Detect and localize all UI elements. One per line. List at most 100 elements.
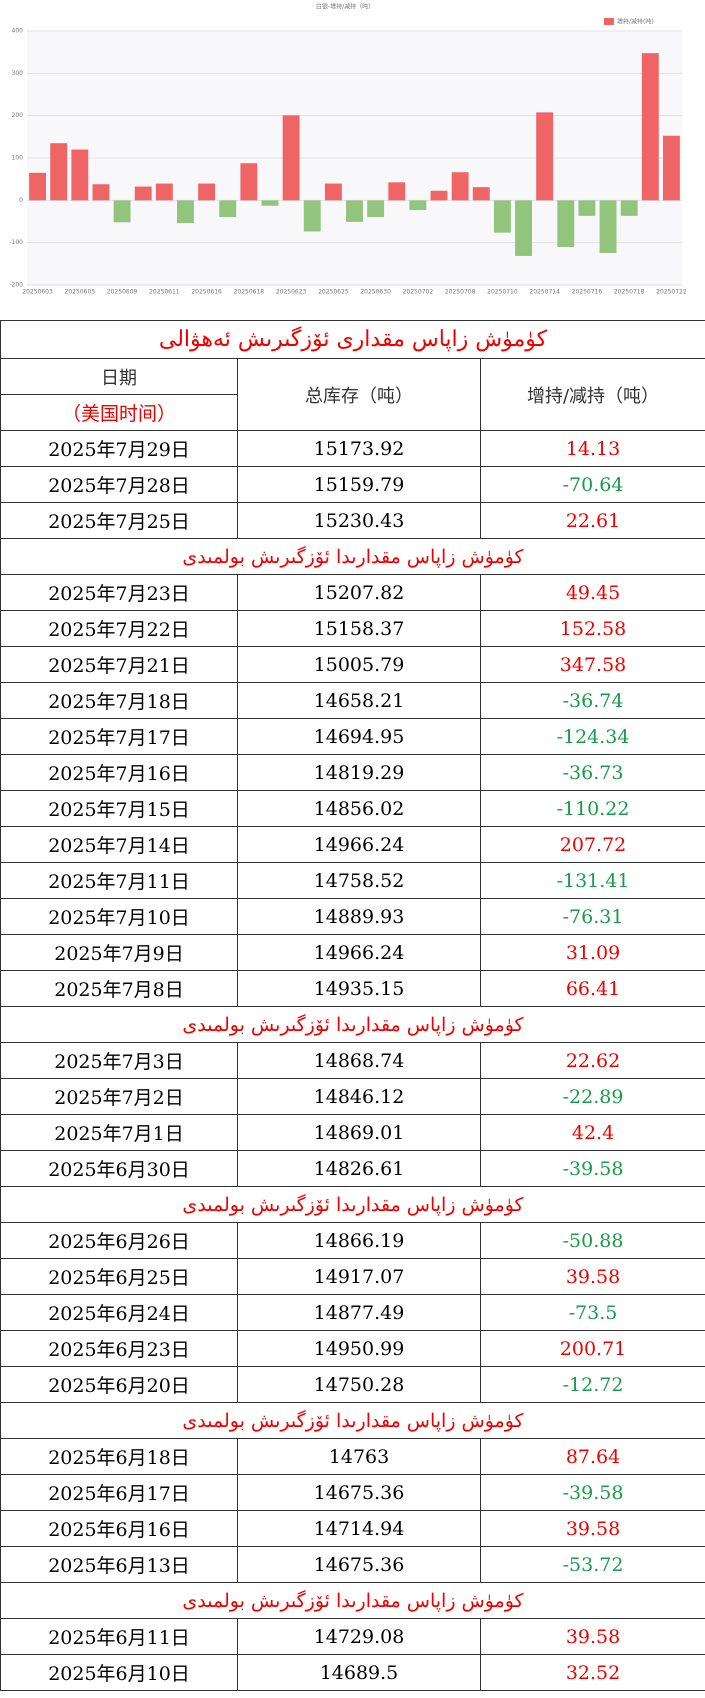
date-cell: 2025年7月11日 xyxy=(0,862,238,899)
table-row: 2025年7月28日 15159.79 -70.64 xyxy=(0,466,705,503)
table-row: 2025年7月17日 14694.95 -124.34 xyxy=(0,718,705,755)
x-tick-label: 20250630 xyxy=(360,289,391,296)
date-cell: 2025年6月30日 xyxy=(0,1150,238,1187)
table-row: 2025年7月22日 15158.37 152.58 xyxy=(0,610,705,647)
bar xyxy=(557,200,575,247)
date-cell: 2025年7月15日 xyxy=(0,790,238,827)
change-cell: 22.62 xyxy=(479,1042,705,1079)
total-cell: 15158.37 xyxy=(237,610,481,647)
table-row: 2025年6月20日 14750.28 -12.72 xyxy=(0,1366,705,1403)
table-row: 2025年7月16日 14819.29 -36.73 xyxy=(0,754,705,791)
bar xyxy=(261,200,279,206)
total-cell: 14763 xyxy=(237,1438,481,1475)
x-tick-label: 20250611 xyxy=(149,289,180,296)
x-tick-label: 20250625 xyxy=(318,289,349,296)
table-row: كۈمۈش زاپاس مقدارىدا ئۆزگىرىش بولمىدى xyxy=(0,1006,705,1043)
date-cell: 2025年6月16日 xyxy=(0,1510,238,1547)
legend-label: 增持/减持(吨) xyxy=(617,18,654,26)
change-cell: -70.64 xyxy=(479,466,705,503)
total-cell: 14750.28 xyxy=(237,1366,481,1403)
date-cell: 2025年6月18日 xyxy=(0,1438,238,1475)
date-cell: 2025年7月9日 xyxy=(0,934,238,971)
change-cell: -73.5 xyxy=(479,1294,705,1331)
table-row: 2025年7月21日 15005.79 347.58 xyxy=(0,646,705,683)
date-cell: 2025年7月25日 xyxy=(0,502,238,539)
table-row: 2025年7月25日 15230.43 22.61 xyxy=(0,502,705,539)
total-cell: 14868.74 xyxy=(237,1042,481,1079)
bar xyxy=(536,112,554,201)
change-cell: -36.74 xyxy=(479,682,705,719)
change-cell: -110.22 xyxy=(479,790,705,827)
y-tick-label: 100 xyxy=(12,155,24,162)
date-cell: 2025年7月18日 xyxy=(0,682,238,719)
x-tick-label: 20250616 xyxy=(191,289,222,296)
y-tick-label: -100 xyxy=(9,239,23,246)
total-cell: 14966.24 xyxy=(237,934,481,971)
total-cell: 14877.49 xyxy=(237,1294,481,1331)
change-cell: 39.58 xyxy=(479,1258,705,1295)
total-cell: 14729.08 xyxy=(237,1618,481,1655)
table-row: 2025年7月9日 14966.24 31.09 xyxy=(0,934,705,971)
total-cell: 14866.19 xyxy=(237,1222,481,1259)
change-cell: -22.89 xyxy=(479,1078,705,1115)
change-cell: -124.34 xyxy=(479,718,705,755)
table-row: 2025年7月23日 15207.82 49.45 xyxy=(0,574,705,611)
date-cell: 2025年6月23日 xyxy=(0,1330,238,1367)
table-row: 2025年7月3日 14868.74 22.62 xyxy=(0,1042,705,1079)
change-cell: 87.64 xyxy=(479,1438,705,1475)
total-cell: 14675.36 xyxy=(237,1474,481,1511)
total-cell: 14819.29 xyxy=(237,754,481,791)
y-tick-label: 400 xyxy=(12,28,24,35)
total-cell: 14758.52 xyxy=(237,862,481,899)
table-row: 2025年6月26日 14866.19 -50.88 xyxy=(0,1222,705,1259)
change-cell: 66.41 xyxy=(479,970,705,1007)
change-cell: -131.41 xyxy=(479,862,705,899)
bar xyxy=(303,200,321,232)
x-tick-label: 20250609 xyxy=(107,289,138,296)
bar xyxy=(155,183,173,201)
table-row: 2025年7月10日 14889.93 -76.31 xyxy=(0,898,705,935)
change-cell: 39.58 xyxy=(479,1618,705,1655)
change-cell: 42.4 xyxy=(479,1114,705,1151)
bar xyxy=(599,200,617,253)
table-row: 2025年7月15日 14856.02 -110.22 xyxy=(0,790,705,827)
bar xyxy=(71,149,89,201)
change-cell: 39.58 xyxy=(479,1510,705,1547)
table-row: كۈمۈش زاپاس مقدارىدا ئۆزگىرىش بولمىدى xyxy=(0,1402,705,1439)
bar xyxy=(50,143,68,201)
bar xyxy=(430,190,448,201)
header-date-note: （美国时间） xyxy=(0,394,238,431)
bar xyxy=(472,187,490,201)
total-cell: 14917.07 xyxy=(237,1258,481,1295)
total-cell: 14714.94 xyxy=(237,1510,481,1547)
bar xyxy=(451,172,469,201)
x-tick-label: 20250714 xyxy=(529,289,560,296)
x-tick-label: 20250710 xyxy=(487,289,518,296)
change-cell: -36.73 xyxy=(479,754,705,791)
change-cell: -53.72 xyxy=(479,1546,705,1583)
table-row: 2025年6月13日 14675.36 -53.72 xyxy=(0,1546,705,1583)
bar xyxy=(134,186,152,201)
change-cell: 32.52 xyxy=(479,1654,705,1691)
date-cell: 2025年6月10日 xyxy=(0,1654,238,1691)
bar xyxy=(388,182,406,201)
bar xyxy=(620,200,638,216)
header-date: 日期 xyxy=(0,358,238,395)
x-tick-label: 20250718 xyxy=(614,289,645,296)
x-tick-label: 20250603 xyxy=(22,289,53,296)
x-tick-label: 20250618 xyxy=(234,289,265,296)
table-body: كۈمۈش زاپاس مقدارى ئۆزگىرىش ئەھۋالى 日期 总… xyxy=(0,320,705,1691)
total-cell: 15207.82 xyxy=(237,574,481,611)
total-cell: 14869.01 xyxy=(237,1114,481,1151)
total-cell: 14935.15 xyxy=(237,970,481,1007)
change-cell: 152.58 xyxy=(479,610,705,647)
date-cell: 2025年7月16日 xyxy=(0,754,238,791)
total-cell: 14966.24 xyxy=(237,826,481,863)
table-row: 2025年6月16日 14714.94 39.58 xyxy=(0,1510,705,1547)
date-cell: 2025年6月11日 xyxy=(0,1618,238,1655)
table-row: 2025年6月10日 14689.5 32.52 xyxy=(0,1654,705,1691)
change-cell: 207.72 xyxy=(479,826,705,863)
bar xyxy=(240,163,258,201)
table-row: 2025年6月25日 14917.07 39.58 xyxy=(0,1258,705,1295)
